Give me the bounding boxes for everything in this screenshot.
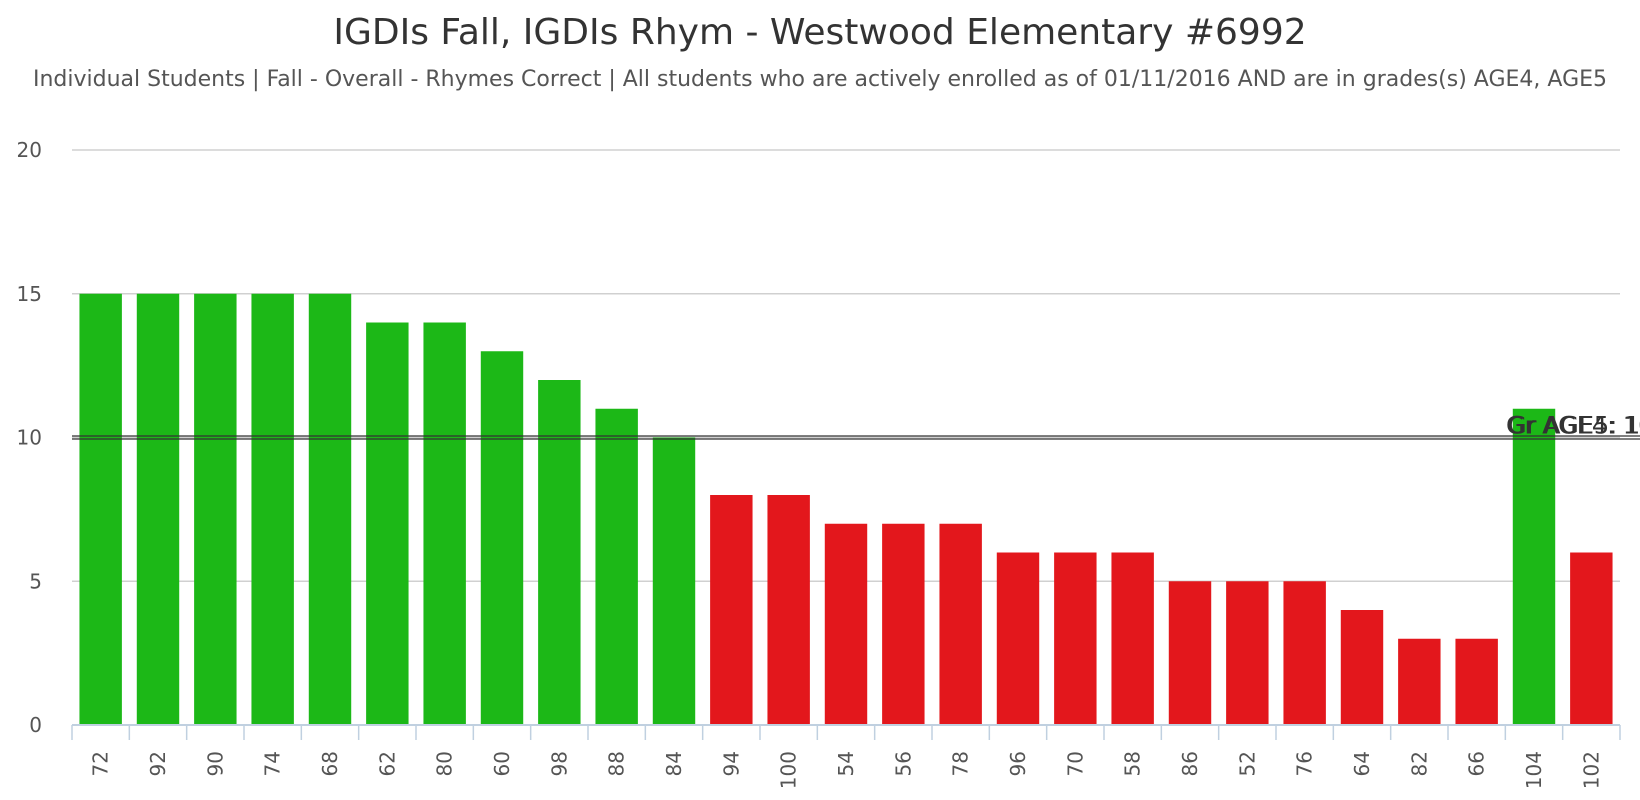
- bar: [79, 293, 122, 725]
- x-tick-label: 76: [1293, 751, 1317, 776]
- bars: [79, 293, 1613, 725]
- bar: [1111, 552, 1154, 725]
- bar: [1398, 638, 1441, 725]
- x-axis-ticks: 72 92 90 74 68 62 80 60 98 88 84 94 100 54 56 78 96 70 58 8…: [89, 751, 1604, 789]
- y-tick-label: 15: [17, 282, 42, 306]
- x-tick-label: 86: [1178, 751, 1202, 776]
- x-tick-label: 70: [1063, 751, 1087, 776]
- bar: [1054, 552, 1097, 725]
- x-tick-label: 90: [203, 751, 227, 776]
- bar: [652, 437, 696, 725]
- x-tick-label: 64: [1350, 751, 1374, 776]
- bar: [194, 293, 237, 725]
- y-tick-label: 20: [17, 138, 42, 162]
- x-tick-label: 94: [719, 751, 743, 776]
- benchmark-label: Gr AGE5: 10: [1508, 412, 1640, 440]
- bar: [1168, 581, 1212, 725]
- bar: [1226, 581, 1269, 725]
- x-tick-label: 82: [1407, 751, 1431, 776]
- bar: [767, 495, 810, 725]
- bar: [1283, 581, 1326, 725]
- bar: [824, 523, 868, 725]
- x-tick-label: 88: [605, 751, 629, 776]
- x-tick-label: 68: [318, 751, 342, 776]
- bar: [366, 322, 409, 725]
- x-tick-label: 104: [1522, 751, 1546, 789]
- y-tick-label: 0: [29, 713, 42, 737]
- y-tick-label: 10: [17, 426, 42, 450]
- bar: [1570, 552, 1613, 725]
- x-tick-label: 52: [1235, 751, 1259, 776]
- bar: [1455, 638, 1498, 725]
- x-tick-label: 92: [146, 751, 170, 776]
- x-tick-label: 80: [433, 751, 457, 776]
- x-axis: [71, 724, 1621, 740]
- y-tick-label: 5: [29, 569, 42, 593]
- x-tick-label: 100: [777, 751, 801, 789]
- x-tick-label: 74: [261, 751, 285, 776]
- bar: [480, 351, 524, 725]
- bar: [710, 495, 753, 725]
- x-tick-label: 78: [949, 751, 973, 776]
- benchmark-label: Gr AGE4: 10: [1506, 412, 1640, 440]
- bar: [308, 293, 352, 725]
- bar: [423, 322, 466, 725]
- bar: [251, 293, 294, 725]
- x-tick-label: 102: [1579, 751, 1603, 789]
- x-tick-label: 54: [834, 751, 858, 776]
- bar: [939, 523, 982, 725]
- x-tick-label: 56: [891, 751, 915, 776]
- bar: [595, 408, 638, 725]
- bar: [538, 380, 581, 725]
- bar: [882, 523, 925, 725]
- grid-lines: [72, 149, 1620, 582]
- bar: [996, 552, 1040, 725]
- bar: [1512, 408, 1556, 725]
- bar: [1340, 610, 1384, 725]
- x-tick-label: 66: [1465, 751, 1489, 776]
- x-tick-label: 58: [1121, 751, 1145, 776]
- x-tick-label: 72: [89, 751, 113, 776]
- x-tick-label: 98: [547, 751, 571, 776]
- x-tick-label: 62: [375, 751, 399, 776]
- x-tick-label: 96: [1006, 751, 1030, 776]
- bar: [136, 293, 180, 725]
- chart-title: IGDIs Fall, IGDIs Rhym - Westwood Elemen…: [333, 12, 1307, 53]
- chart-subtitle: Individual Students | Fall - Overall - R…: [32, 67, 1608, 92]
- x-tick-label: 84: [662, 751, 686, 776]
- x-tick-label: 60: [490, 751, 514, 776]
- y-axis-ticks: 0 5 10 15 20: [17, 138, 42, 737]
